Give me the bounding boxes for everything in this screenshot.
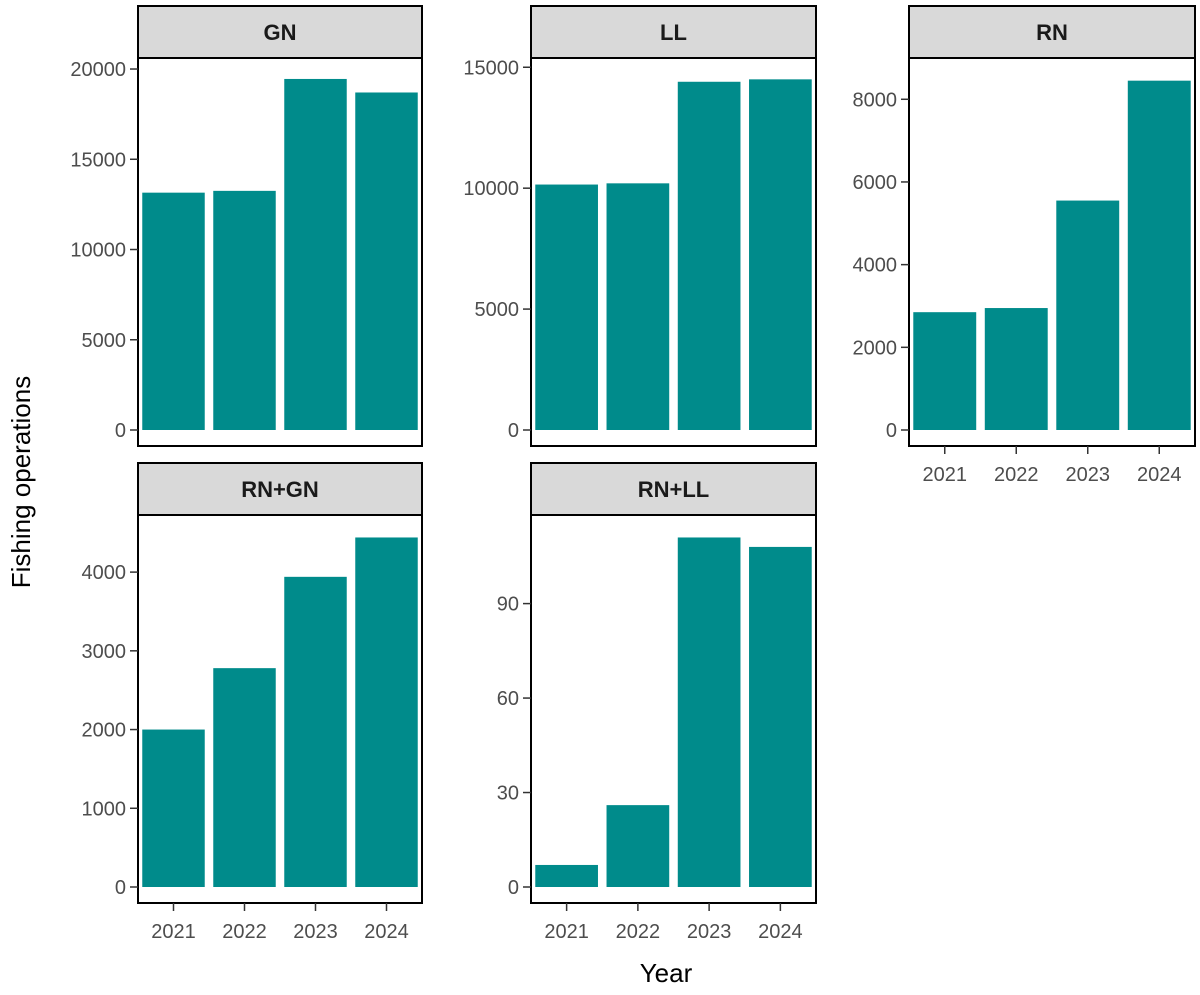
facet-strip-label: RN xyxy=(1036,20,1068,45)
y-tick-label: 0 xyxy=(115,877,126,899)
bar-2024 xyxy=(355,92,418,431)
y-tick-label: 6000 xyxy=(853,172,898,194)
bar-2024 xyxy=(749,79,812,430)
x-tick-label-2023: 2023 xyxy=(293,921,338,943)
y-tick-label: 30 xyxy=(497,783,519,805)
y-tick-label: 15000 xyxy=(463,57,519,79)
facet-panel-rn-plus-ll: RN+LL 0 30 60 90 2021 2022 2023 2024 xyxy=(497,462,817,943)
y-tick-label: 8000 xyxy=(853,89,898,111)
bar-2023 xyxy=(284,78,347,430)
facet-strip-label: RN+GN xyxy=(241,477,319,502)
bar-2021 xyxy=(535,184,598,430)
x-tick-label-2023: 2023 xyxy=(1066,464,1111,486)
bar-2021 xyxy=(913,312,977,430)
bar-2023 xyxy=(284,576,347,887)
y-tick-label: 0 xyxy=(508,420,519,442)
x-tick-label-2024: 2024 xyxy=(1137,464,1182,486)
facet-strip xyxy=(137,5,423,59)
facet-panel-rn: RN 0 2000 4000 6000 8000 2021 2022 2023 2024 xyxy=(853,5,1196,486)
y-tick-label: 2000 xyxy=(82,720,127,742)
bar-2022 xyxy=(213,190,276,430)
y-tick-label: 4000 xyxy=(853,255,898,277)
facet-strip-label: GN xyxy=(264,20,297,45)
x-tick-label-2024: 2024 xyxy=(758,921,803,943)
panel-border xyxy=(530,514,817,904)
x-tick-label-2023: 2023 xyxy=(687,921,732,943)
bar-2021 xyxy=(535,864,598,887)
x-tick-label-2024: 2024 xyxy=(364,921,409,943)
panel-border xyxy=(137,514,423,904)
bar-2021 xyxy=(142,729,205,887)
x-tick-label-2021: 2021 xyxy=(923,464,968,486)
panel-border xyxy=(137,57,423,447)
y-tick-label: 4000 xyxy=(82,562,127,584)
facet-strip xyxy=(137,462,423,516)
x-tick-label-2021: 2021 xyxy=(544,921,589,943)
y-tick-label: 60 xyxy=(497,688,519,710)
bar-2022 xyxy=(984,308,1048,430)
y-axis-title: Fishing operations xyxy=(6,376,36,588)
facet-panels: GN05000100001500020000LL050001000015000R… xyxy=(70,5,1196,943)
y-tick-label: 15000 xyxy=(70,149,126,171)
y-tick-label: 0 xyxy=(508,877,519,899)
bar-2022 xyxy=(606,183,670,430)
y-tick-label: 90 xyxy=(497,594,519,616)
bar-2022 xyxy=(606,805,670,887)
facet-strip-label: RN+LL xyxy=(638,477,710,502)
x-axis-title: Year xyxy=(640,958,693,988)
panel-border xyxy=(908,57,1196,447)
y-tick-label: 2000 xyxy=(853,337,898,359)
y-tick-label: 10000 xyxy=(70,240,126,262)
facet-panel-ll: LL 0 5000 10000 15000 xyxy=(463,5,817,447)
facet-strip xyxy=(530,462,817,516)
y-tick-label: 0 xyxy=(886,420,897,442)
y-tick-label: 3000 xyxy=(82,641,127,663)
bar-2024 xyxy=(355,537,418,887)
bar-2023 xyxy=(1056,200,1120,430)
facet-panel-rn-plus-gn: RN+GN 0 1000 2000 3000 4000 2021 2022 2023 2024 xyxy=(82,462,423,943)
bar-2024 xyxy=(749,546,812,887)
x-tick-label-2021: 2021 xyxy=(151,921,196,943)
x-tick-label-2022: 2022 xyxy=(616,921,661,943)
bar-2023 xyxy=(677,81,741,430)
bar-2024 xyxy=(1127,80,1191,431)
y-tick-label: 1000 xyxy=(82,798,127,820)
panel-border xyxy=(530,57,817,447)
bar-2021 xyxy=(142,192,205,430)
y-tick-label: 5000 xyxy=(475,299,520,321)
y-tick-label: 20000 xyxy=(70,59,126,81)
bar-2022 xyxy=(213,668,276,887)
y-tick-label: 0 xyxy=(115,420,126,442)
x-tick-label-2022: 2022 xyxy=(994,464,1039,486)
facet-strip xyxy=(530,5,817,59)
y-tick-label: 5000 xyxy=(82,330,127,352)
facet-strip-label: LL xyxy=(660,20,687,45)
facet-panel-gn: GN 0 5000 10000 15000 20000 xyxy=(70,5,423,447)
x-tick-label-2022: 2022 xyxy=(222,921,267,943)
bar-2023 xyxy=(677,537,741,887)
y-tick-label: 10000 xyxy=(463,178,519,200)
